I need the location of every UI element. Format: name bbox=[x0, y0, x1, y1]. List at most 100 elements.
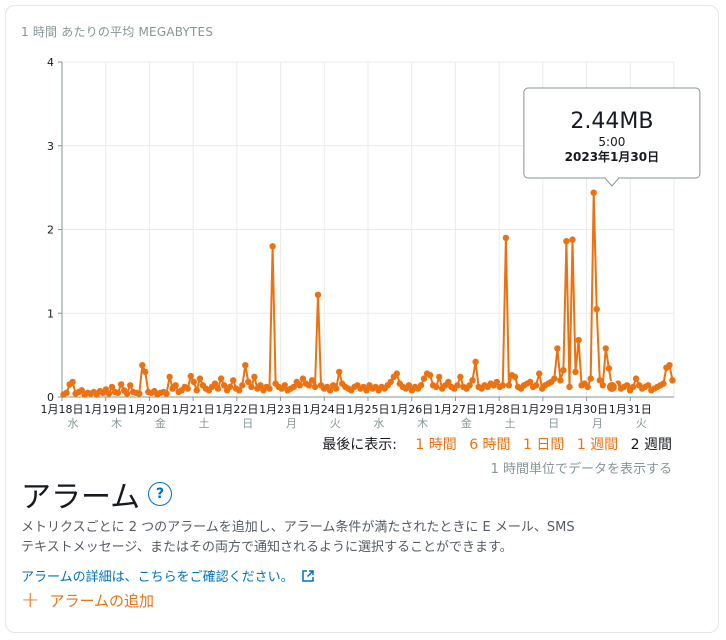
x-tick-label: 1月22日 bbox=[215, 403, 258, 416]
data-point bbox=[123, 390, 131, 397]
data-point bbox=[666, 362, 673, 369]
tooltip-date: 2023年1月30日 bbox=[565, 149, 659, 164]
x-weekday-label: 土 bbox=[505, 417, 516, 430]
x-weekday-label: 火 bbox=[330, 417, 341, 430]
data-point bbox=[669, 377, 676, 384]
y-tick-label: 1 bbox=[47, 307, 54, 320]
x-weekday-label: 日 bbox=[548, 417, 559, 430]
range-label: 最後に表示: bbox=[322, 437, 397, 453]
data-point bbox=[326, 387, 334, 394]
range-option-1h[interactable]: 1 時間 bbox=[415, 437, 457, 453]
metric-line-chart: 0 1 2 3 4 1月18日 1月19日 1月20日 1月21日 1月22日 1月23日 1月24日… bbox=[41, 56, 701, 430]
data-point bbox=[236, 387, 243, 394]
highlighted-point bbox=[605, 380, 618, 393]
data-point bbox=[239, 382, 246, 389]
data-point bbox=[296, 382, 303, 389]
x-weekday-label: 月 bbox=[286, 417, 297, 430]
x-tick-label: 1月21日 bbox=[172, 403, 215, 416]
range-option-2w[interactable]: 2 週間 bbox=[630, 437, 672, 453]
data-point bbox=[602, 345, 609, 352]
add-alarm-button[interactable]: + アラームの追加 bbox=[21, 589, 154, 611]
x-tick-label: 1月19日 bbox=[84, 403, 127, 416]
data-point bbox=[266, 385, 273, 392]
range-option-1d[interactable]: 1 日間 bbox=[523, 437, 565, 453]
tooltip-time: 5:00 bbox=[598, 135, 625, 149]
data-point bbox=[226, 383, 234, 391]
data-point bbox=[117, 381, 125, 388]
data-point bbox=[190, 378, 197, 386]
data-point bbox=[596, 377, 603, 384]
data-point bbox=[532, 382, 540, 389]
data-point bbox=[187, 372, 194, 380]
data-point bbox=[660, 380, 667, 387]
data-point bbox=[127, 382, 134, 389]
data-point bbox=[281, 382, 288, 389]
unit-label: 1 時間 あたりの平均 MEGABYTES bbox=[21, 25, 214, 39]
range-option-1w[interactable]: 1 週間 bbox=[576, 437, 619, 453]
data-point bbox=[426, 372, 434, 379]
alarm-details-link[interactable]: アラームの詳細は、こちらをご確認ください。 bbox=[21, 566, 314, 585]
data-point bbox=[575, 336, 582, 344]
tooltip-pointer bbox=[604, 177, 620, 187]
x-weekday-label: 水 bbox=[373, 417, 384, 430]
data-point bbox=[114, 389, 122, 396]
period-note: 1 時間単位でデータを表示する bbox=[490, 462, 672, 477]
x-weekday-label: 水 bbox=[67, 417, 78, 430]
data-point bbox=[599, 382, 606, 389]
data-point bbox=[563, 238, 570, 245]
x-tick-label: 1月24日 bbox=[303, 403, 346, 416]
range-option-6h[interactable]: 6 時間 bbox=[469, 437, 511, 453]
data-point bbox=[248, 383, 255, 391]
x-weekday-label: 金 bbox=[155, 416, 166, 430]
alarms-description: メトリクスごとに 2 つのアラームを追加し、アラーム条件が満たされたときに E … bbox=[21, 518, 641, 558]
data-point bbox=[193, 387, 200, 394]
data-point bbox=[105, 390, 113, 397]
x-tick-label: 1月29日 bbox=[521, 403, 564, 416]
data-point bbox=[136, 390, 143, 397]
alarms-description-line2: テキストメッセージ、またはその両方で通知されるように選択することができます。 bbox=[21, 540, 513, 555]
data-point bbox=[308, 377, 316, 384]
data-point bbox=[572, 368, 579, 376]
data-point bbox=[505, 382, 513, 389]
data-point bbox=[242, 362, 249, 369]
data-point bbox=[629, 383, 637, 391]
x-tick-label: 1月18日 bbox=[41, 403, 84, 416]
alarms-heading: アラーム ? bbox=[21, 472, 173, 516]
y-tick-label: 4 bbox=[47, 56, 54, 69]
data-point bbox=[526, 378, 534, 386]
x-tick-label: 1月20日 bbox=[128, 403, 171, 416]
add-alarm-label[interactable]: アラームの追加 bbox=[49, 592, 154, 610]
data-point bbox=[569, 236, 576, 243]
data-point bbox=[623, 382, 631, 389]
data-point bbox=[632, 375, 640, 382]
alarm-details-link-text[interactable]: アラームの詳細は、こちらをご確認ください。 bbox=[21, 570, 294, 585]
data-point bbox=[257, 382, 264, 389]
x-weekday-label: 日 bbox=[242, 417, 253, 430]
data-point bbox=[393, 370, 400, 377]
data-point bbox=[433, 383, 440, 391]
data-point bbox=[466, 382, 473, 389]
x-weekday-label: 月 bbox=[592, 417, 603, 430]
data-point bbox=[417, 382, 425, 389]
data-point bbox=[554, 345, 561, 352]
x-weekday-label: 木 bbox=[111, 417, 122, 430]
data-point bbox=[590, 189, 597, 196]
data-point bbox=[142, 368, 149, 376]
data-point bbox=[184, 385, 191, 392]
data-point bbox=[584, 383, 591, 391]
data-point bbox=[566, 383, 573, 391]
data-point bbox=[211, 380, 219, 387]
help-icon[interactable]: ? bbox=[148, 482, 173, 506]
data-point bbox=[593, 305, 600, 313]
data-point bbox=[436, 373, 443, 381]
data-point bbox=[290, 383, 297, 391]
y-tick-label: 2 bbox=[47, 224, 54, 237]
alarms-description-line1: メトリクスごとに 2 つのアラームを追加し、アラーム条件が満たされたときに E … bbox=[21, 520, 575, 535]
x-weekday-label: 土 bbox=[199, 417, 210, 430]
data-point bbox=[493, 378, 500, 386]
data-point bbox=[457, 373, 464, 381]
data-point bbox=[336, 368, 343, 376]
alarms-title: アラーム bbox=[21, 480, 141, 515]
data-point bbox=[245, 378, 252, 386]
data-point bbox=[557, 377, 564, 384]
